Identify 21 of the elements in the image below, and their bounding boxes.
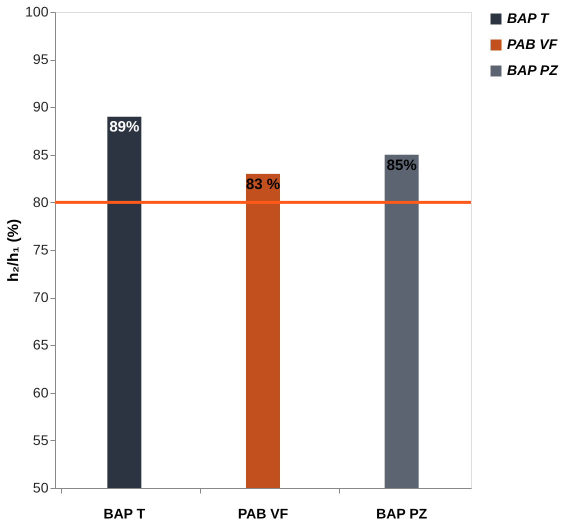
y-axis-title: h₂/h₁ (%) bbox=[5, 219, 22, 282]
y-tick-label: 60 bbox=[32, 384, 49, 400]
y-tick-label: 90 bbox=[32, 98, 49, 115]
y-tick-label: 55 bbox=[32, 432, 49, 448]
y-tick-label: 65 bbox=[32, 336, 49, 353]
y-tick-label: 70 bbox=[32, 289, 49, 306]
x-tick-label: PAB VF bbox=[238, 506, 289, 522]
data-label: 83 % bbox=[246, 176, 280, 193]
legend-label: BAP T bbox=[507, 10, 550, 26]
x-tick-label: BAP T bbox=[103, 506, 146, 522]
y-tick-label: 85 bbox=[32, 146, 49, 162]
legend-label: PAB VF bbox=[507, 36, 558, 52]
y-tick-label: 95 bbox=[32, 51, 49, 68]
y-tick-label: 50 bbox=[32, 480, 49, 496]
y-tick-label: 80 bbox=[32, 194, 49, 210]
y-tick-label: 100 bbox=[25, 4, 49, 20]
y-tick-label: 75 bbox=[32, 242, 49, 258]
data-label: 89% bbox=[109, 118, 140, 136]
legend-label: BAP PZ bbox=[507, 62, 558, 78]
data-label: 85% bbox=[386, 156, 417, 174]
x-tick-label: BAP PZ bbox=[376, 506, 428, 522]
